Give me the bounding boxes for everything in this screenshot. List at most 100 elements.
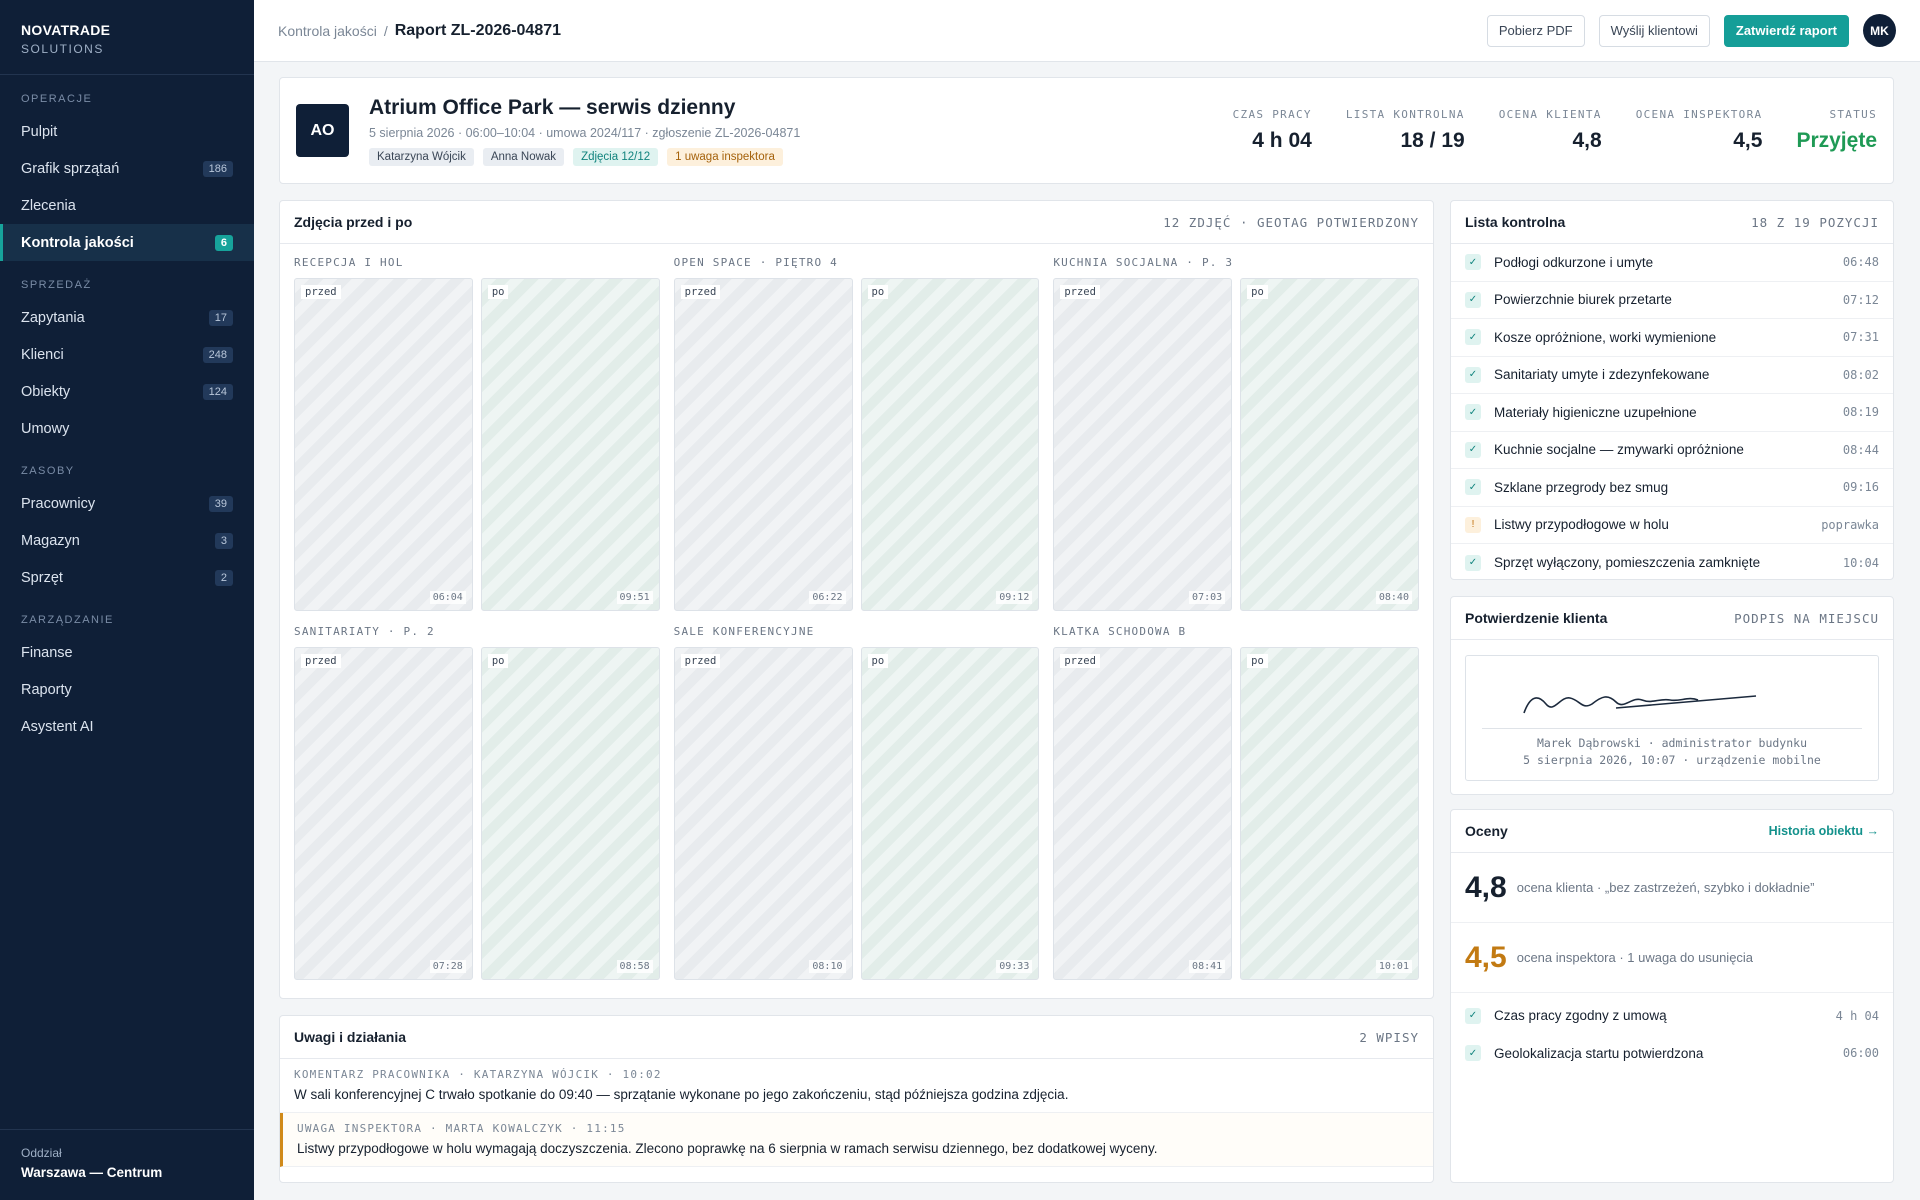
check-text: Sanitariaty umyte i zdezynfekowane	[1494, 367, 1710, 383]
check-time: 07:31	[1842, 330, 1879, 345]
check-text: Listwy przypodłogowe w holu	[1494, 517, 1669, 533]
nav-item[interactable]: Asystent AI	[0, 708, 254, 745]
check-text: Szklane przegrody bez smug	[1494, 479, 1669, 495]
nav-section-title: OPERACJE	[21, 93, 93, 105]
photo[interactable]: po 09:51	[480, 278, 660, 611]
card-header: Lista kontrolna 18 Z 19 POZYCJI	[1451, 201, 1893, 244]
photo-tag: po	[1247, 654, 1268, 668]
nav-label: Pulpit	[21, 123, 58, 140]
history-link[interactable]: Historia obiektu →	[1768, 824, 1879, 838]
nav-badge: 6	[214, 234, 233, 251]
check-icon: ✓	[1465, 554, 1481, 571]
nav-item[interactable]: Pulpit	[0, 113, 254, 150]
photo-group: SALE KONFERENCYJNE przed 08:10 po 09:33	[673, 625, 1040, 980]
nav-label: Obiekty	[21, 383, 71, 400]
nav-item[interactable]: Finanse	[0, 634, 254, 671]
photo-time: 06:04	[429, 591, 466, 604]
nav-item[interactable]: Klienci 248	[0, 336, 254, 373]
photo[interactable]: po 10:01	[1240, 647, 1419, 980]
tag: Anna Nowak	[482, 147, 565, 166]
photo-tag: przed	[1060, 654, 1100, 668]
nav-item[interactable]: Kontrola jakości 6	[0, 224, 254, 261]
photo-time: 08:41	[1189, 960, 1226, 973]
check-row: ✓ Materiały higieniczne uzupełnione 08:19	[1451, 394, 1893, 432]
check-text: Materiały higieniczne uzupełnione	[1494, 404, 1697, 420]
check-row: ✓ Szklane przegrody bez smug 09:16	[1451, 469, 1893, 507]
nav-item[interactable]: Zlecenia	[0, 187, 254, 224]
header-meta: 5 sierpnia 2026 · 06:00–10:04 · umowa 20…	[369, 125, 801, 140]
header-info: Atrium Office Park — serwis dzienny 5 si…	[369, 96, 800, 166]
user-avatar[interactable]: MK	[1863, 14, 1896, 47]
card-title: Uwagi i działania	[294, 1029, 407, 1045]
ratings: 4,8 ocena klienta · „bez zastrzeżeń, szyb…	[1451, 853, 1893, 1072]
card-title: Potwierdzenie klienta	[1465, 610, 1608, 626]
photo[interactable]: przed 08:41	[1053, 647, 1233, 980]
nav-label: Grafik sprzątań	[21, 160, 120, 177]
card-meta: PODPIS NA MIEJSCU	[1734, 610, 1879, 626]
photo[interactable]: przed 06:22	[673, 278, 853, 611]
nav-item[interactable]: Zapytania 17	[0, 299, 254, 336]
signer: Marek Dąbrowski · administrator budynku	[1536, 736, 1808, 750]
nav-badge: 124	[202, 383, 233, 400]
action-button[interactable]: Pobierz PDF	[1486, 14, 1585, 47]
checklist-card: Lista kontrolna 18 Z 19 POZYCJI ✓ Podłogi …	[1450, 200, 1894, 580]
photo-group: KUCHNIA SOCJALNA · P. 3 przed 07:03 po 08:40	[1053, 256, 1419, 611]
check-row: ✓ Sprzęt wyłączony, pomieszczenia zamknię…	[1451, 544, 1893, 579]
nav-badge: 248	[202, 346, 233, 363]
photo[interactable]: po 08:40	[1240, 278, 1419, 611]
check-row: ✓ Geolokalizacja startu potwierdzona 06:00	[1451, 1035, 1893, 1073]
photo-pair: przed 06:22 po 09:12	[673, 278, 1040, 611]
photo[interactable]: przed 06:04	[294, 278, 473, 611]
nav-label: Umowy	[21, 420, 70, 437]
stat-value: 4,8	[1572, 129, 1602, 152]
photo[interactable]: po 08:58	[480, 647, 660, 980]
card-meta: 2 WPISY	[1359, 1029, 1419, 1045]
photo[interactable]: przed 07:03	[1053, 278, 1233, 611]
check-icon: ✓	[1465, 1007, 1481, 1024]
nav-item[interactable]: Pracownicy 39	[0, 485, 254, 522]
check-time: 08:44	[1842, 442, 1879, 457]
nav-badge: 186	[202, 160, 233, 177]
photo-tag: po	[867, 654, 889, 668]
breadcrumb-parent[interactable]: Kontrola jakości	[278, 22, 377, 39]
nav-label: Pracownicy	[21, 495, 96, 512]
photo-time: 10:01	[1375, 960, 1412, 973]
nav-item[interactable]: Umowy	[0, 410, 254, 447]
branch[interactable]: Oddział Warszawa — Centrum	[0, 1129, 254, 1200]
nav-label: Raporty	[21, 681, 72, 698]
tag: Katarzyna Wójcik	[369, 147, 474, 166]
stat-label: OCENA INSPEKTORA	[1635, 108, 1763, 121]
photo-tag: przed	[680, 285, 721, 299]
stat: LISTA KONTROLNA 18 / 19	[1346, 108, 1465, 153]
photo-time: 06:22	[809, 591, 846, 604]
nav-item[interactable]: Grafik sprzątań 186	[0, 150, 254, 187]
photo[interactable]: przed 07:28	[294, 647, 473, 980]
check-icon: ✓	[1465, 404, 1481, 421]
notes-card: Uwagi i działania 2 WPISY KOMENTARZ PRACO…	[279, 1015, 1434, 1183]
photo-pair: przed 06:04 po 09:51	[294, 278, 660, 611]
stat: STATUS Przyjęte	[1796, 108, 1877, 153]
nav-item[interactable]: Sprzęt 2	[0, 559, 254, 596]
nav-item[interactable]: Magazyn 3	[0, 522, 254, 559]
photos-card: Zdjęcia przed i po 12 ZDJĘĆ · GEOTAG POTW…	[279, 200, 1434, 999]
photo[interactable]: po 09:33	[860, 647, 1040, 980]
photo-group: KLATKA SCHODOWA B przed 08:41 po 10:01	[1053, 625, 1419, 980]
photo[interactable]: przed 08:10	[673, 647, 853, 980]
photo[interactable]: po 09:12	[860, 278, 1040, 611]
check-row: ✓ Kuchnie socjalne — zmywarki opróżnione 0…	[1451, 432, 1893, 469]
check-time: 08:02	[1842, 367, 1879, 382]
card-title: Lista kontrolna	[1465, 214, 1566, 230]
header-title: Atrium Office Park — serwis dzienny	[369, 95, 736, 119]
topbar: Kontrola jakości Raport ZL-2026-04871 Po…	[254, 0, 1920, 62]
card-header: Potwierdzenie klienta PODPIS NA MIEJSCU	[1451, 597, 1893, 640]
action-button[interactable]: Zatwierdź raport	[1723, 14, 1849, 47]
check-time: 06:48	[1842, 255, 1879, 270]
nav-item[interactable]: Obiekty 124	[0, 373, 254, 410]
check-row: ✓ Sanitariaty umyte i zdezynfekowane 08:02	[1451, 357, 1893, 394]
photo-tag: przed	[301, 285, 341, 299]
nav-item[interactable]: Raporty	[0, 671, 254, 708]
tags: Katarzyna Wójcik Anna Nowak Zdjęcia 12/12 1…	[369, 147, 800, 166]
tag: Zdjęcia 12/12	[573, 147, 659, 166]
action-button[interactable]: Wyślij klientowi	[1598, 14, 1710, 47]
check-icon: ✓	[1465, 291, 1481, 308]
